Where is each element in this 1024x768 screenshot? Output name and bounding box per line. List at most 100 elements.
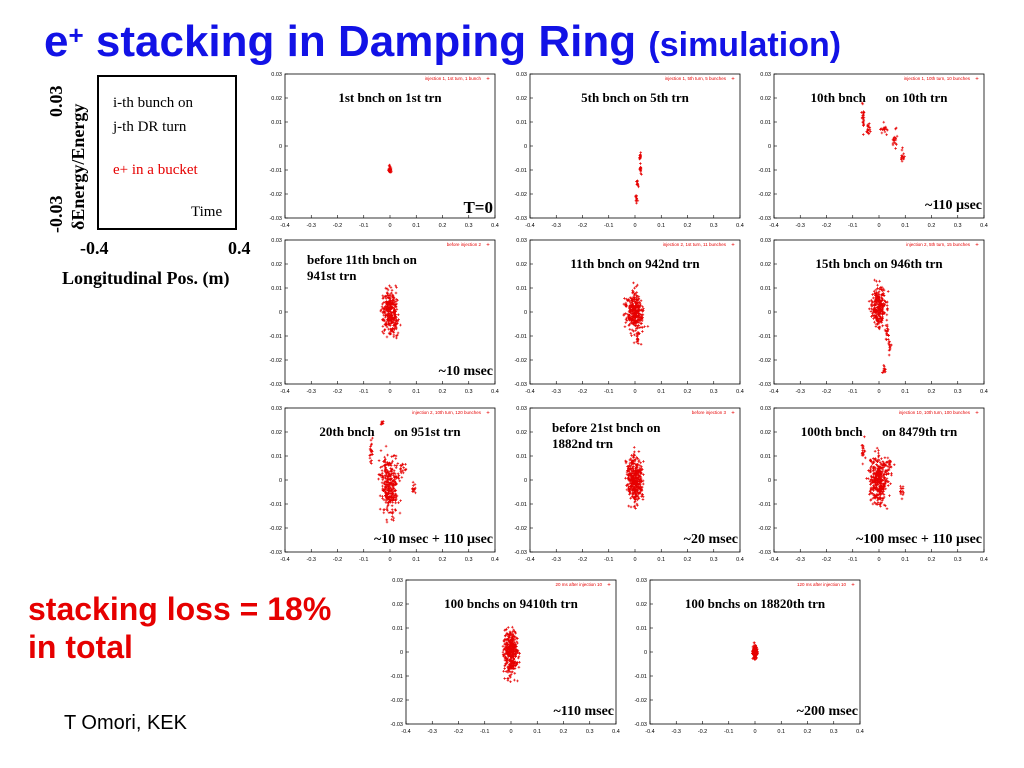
data-point [509, 658, 512, 662]
data-point [635, 199, 638, 202]
plot-key-marker: + [607, 583, 611, 589]
panel-label: 15th bnch on 946th trn [815, 256, 943, 271]
data-point [880, 316, 884, 320]
data-point [899, 490, 902, 494]
data-point [878, 461, 882, 464]
x-tick-label: 0.4 [491, 223, 499, 229]
data-point [871, 293, 874, 296]
data-point [878, 287, 881, 291]
data-point [635, 482, 638, 486]
data-point [392, 516, 396, 520]
data-point [630, 485, 634, 489]
data-point [880, 371, 884, 374]
y-tick-label: 0.01 [392, 626, 403, 632]
data-point [389, 486, 392, 490]
data-point [390, 508, 394, 512]
data-point [874, 483, 878, 487]
x-tick-label: 0.3 [710, 557, 718, 563]
data-point [507, 654, 511, 658]
data-point [509, 673, 513, 676]
x-tick-label: 0.2 [928, 389, 936, 395]
stacking-loss-line-2: in total [28, 629, 133, 665]
data-point [381, 324, 385, 328]
data-point [860, 453, 864, 457]
data-point [628, 492, 631, 496]
x-tick-label: -0.1 [359, 557, 368, 563]
data-point [502, 669, 505, 673]
data-point [874, 457, 877, 460]
data-point [393, 508, 397, 511]
data-point [881, 487, 885, 491]
data-point [626, 299, 629, 303]
data-point [387, 491, 390, 495]
data-point [631, 312, 634, 316]
data-point [881, 485, 885, 489]
y-tick-label: -0.03 [514, 550, 527, 556]
data-point [635, 302, 639, 306]
data-point [872, 486, 875, 489]
data-point [506, 677, 510, 680]
data-point [861, 102, 865, 106]
data-point [885, 133, 888, 137]
data-point [385, 518, 389, 522]
data-point [634, 314, 638, 317]
data-point [634, 507, 637, 510]
data-point [633, 489, 637, 493]
plot-key-marker: + [486, 411, 490, 417]
data-point [642, 460, 645, 463]
data-point [878, 489, 881, 493]
data-point [514, 631, 517, 635]
y-tick-label: 0.01 [271, 286, 282, 292]
x-tick-label: 0.1 [412, 557, 420, 563]
x-tick-label: 0.1 [657, 223, 665, 229]
data-point [628, 468, 631, 471]
data-point [383, 319, 387, 323]
plot-key-marker: + [851, 583, 855, 589]
scatter-plot: -0.4 -0.3 -0.2 -0.1 0 0.1 0.2 0.3 0.4 0.03 0.02 0.0… [634, 578, 863, 735]
data-point [509, 650, 512, 653]
data-point [861, 121, 865, 124]
data-point [512, 644, 516, 648]
data-point [384, 307, 387, 310]
data-point [505, 627, 508, 631]
legend-line-4: Time [191, 204, 223, 220]
data-point [882, 367, 886, 370]
data-point [508, 664, 512, 667]
data-point [390, 483, 394, 487]
data-point [382, 309, 385, 313]
x-tick-label: 0 [509, 729, 512, 735]
y-tick-label: 0.02 [516, 430, 527, 436]
data-point [631, 290, 635, 294]
y-tick-label: -0.03 [269, 550, 282, 556]
y-tick-label: 0.02 [271, 430, 282, 436]
data-point [502, 654, 506, 658]
data-point [411, 484, 415, 488]
y-tick-label: -0.03 [758, 382, 771, 388]
data-point [861, 449, 865, 452]
data-point [637, 470, 641, 474]
data-point [636, 491, 640, 495]
data-point [886, 472, 890, 475]
data-point [508, 641, 512, 644]
data-point [876, 483, 880, 486]
data-point [862, 446, 865, 450]
data-point [880, 462, 883, 466]
data-point [879, 288, 883, 291]
data-point [504, 652, 507, 656]
y-tick-label: 0.01 [760, 286, 771, 292]
y-tick-label: 0.03 [516, 72, 527, 78]
data-point [625, 297, 628, 301]
stacking-loss: stacking loss = 18% in total [28, 590, 331, 666]
data-point [513, 641, 516, 644]
y-tick-label: 0.03 [760, 406, 771, 412]
data-point [395, 286, 398, 289]
data-point [635, 335, 639, 338]
x-tick-label: -0.3 [796, 389, 805, 395]
data-point [392, 295, 396, 299]
data-point [403, 468, 407, 472]
data-point [385, 461, 389, 464]
data-point [888, 462, 891, 466]
data-point [878, 474, 882, 477]
data-point [384, 297, 388, 300]
data-point [384, 499, 388, 503]
